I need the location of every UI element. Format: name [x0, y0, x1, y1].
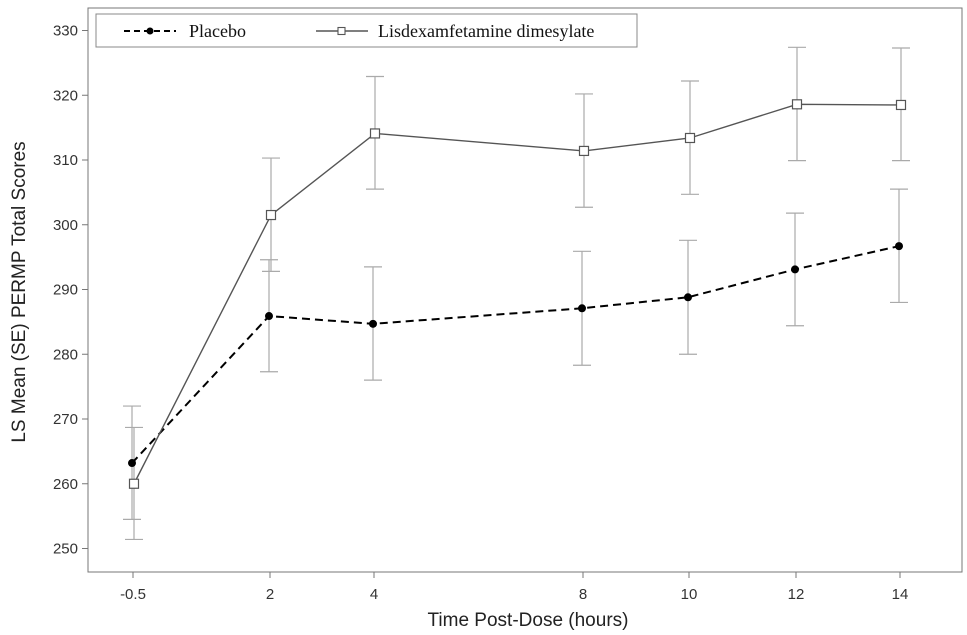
y-tick-label: 310 [53, 152, 78, 169]
data-point [895, 99, 907, 111]
x-tick-label: 2 [266, 586, 274, 603]
x-tick-label: -0.5 [120, 586, 146, 603]
y-tick-label: 330 [53, 23, 78, 40]
legend-marker-lisdexamfetamine [337, 26, 346, 36]
data-point [128, 459, 136, 468]
x-tick-label: 4 [370, 586, 378, 603]
legend: Placebo Lisdexamfetamine dimesylate [95, 13, 638, 48]
data-point [265, 209, 277, 221]
data-point [791, 265, 799, 274]
data-point [265, 312, 273, 321]
data-point [791, 99, 803, 110]
axis-ticks: 250 260 270 280 290 300 310 320 330 -0.5 2 4 8 10 12 14 [53, 23, 908, 604]
y-tick-label: 250 [53, 541, 78, 558]
y-axis-title: LS Mean (SE) PERMP Total Scores [9, 141, 30, 442]
y-tick-label: 270 [53, 411, 78, 428]
x-tick-label: 10 [681, 586, 698, 603]
data-point [684, 132, 696, 144]
data-point [578, 145, 590, 157]
series-markers [128, 99, 907, 489]
y-tick-label: 320 [53, 87, 78, 104]
x-tick-label: 12 [788, 586, 805, 603]
data-point [369, 128, 381, 139]
x-tick-label: 8 [579, 586, 587, 603]
y-tick-label: 280 [53, 346, 78, 363]
data-point [578, 304, 586, 313]
y-tick-label: 300 [53, 217, 78, 234]
y-tick-label: 260 [53, 476, 78, 493]
data-point [684, 293, 692, 302]
data-point [128, 478, 140, 489]
data-point [895, 242, 903, 251]
legend-label-placebo: Placebo [189, 21, 246, 41]
data-point [369, 319, 377, 328]
y-tick-label: 290 [53, 282, 78, 299]
x-tick-label: 14 [892, 586, 909, 603]
x-axis-title: Time Post-Dose (hours) [428, 610, 629, 631]
legend-marker-placebo [146, 27, 154, 35]
legend-label-lisdexamfetamine: Lisdexamfetamine dimesylate [378, 21, 594, 41]
